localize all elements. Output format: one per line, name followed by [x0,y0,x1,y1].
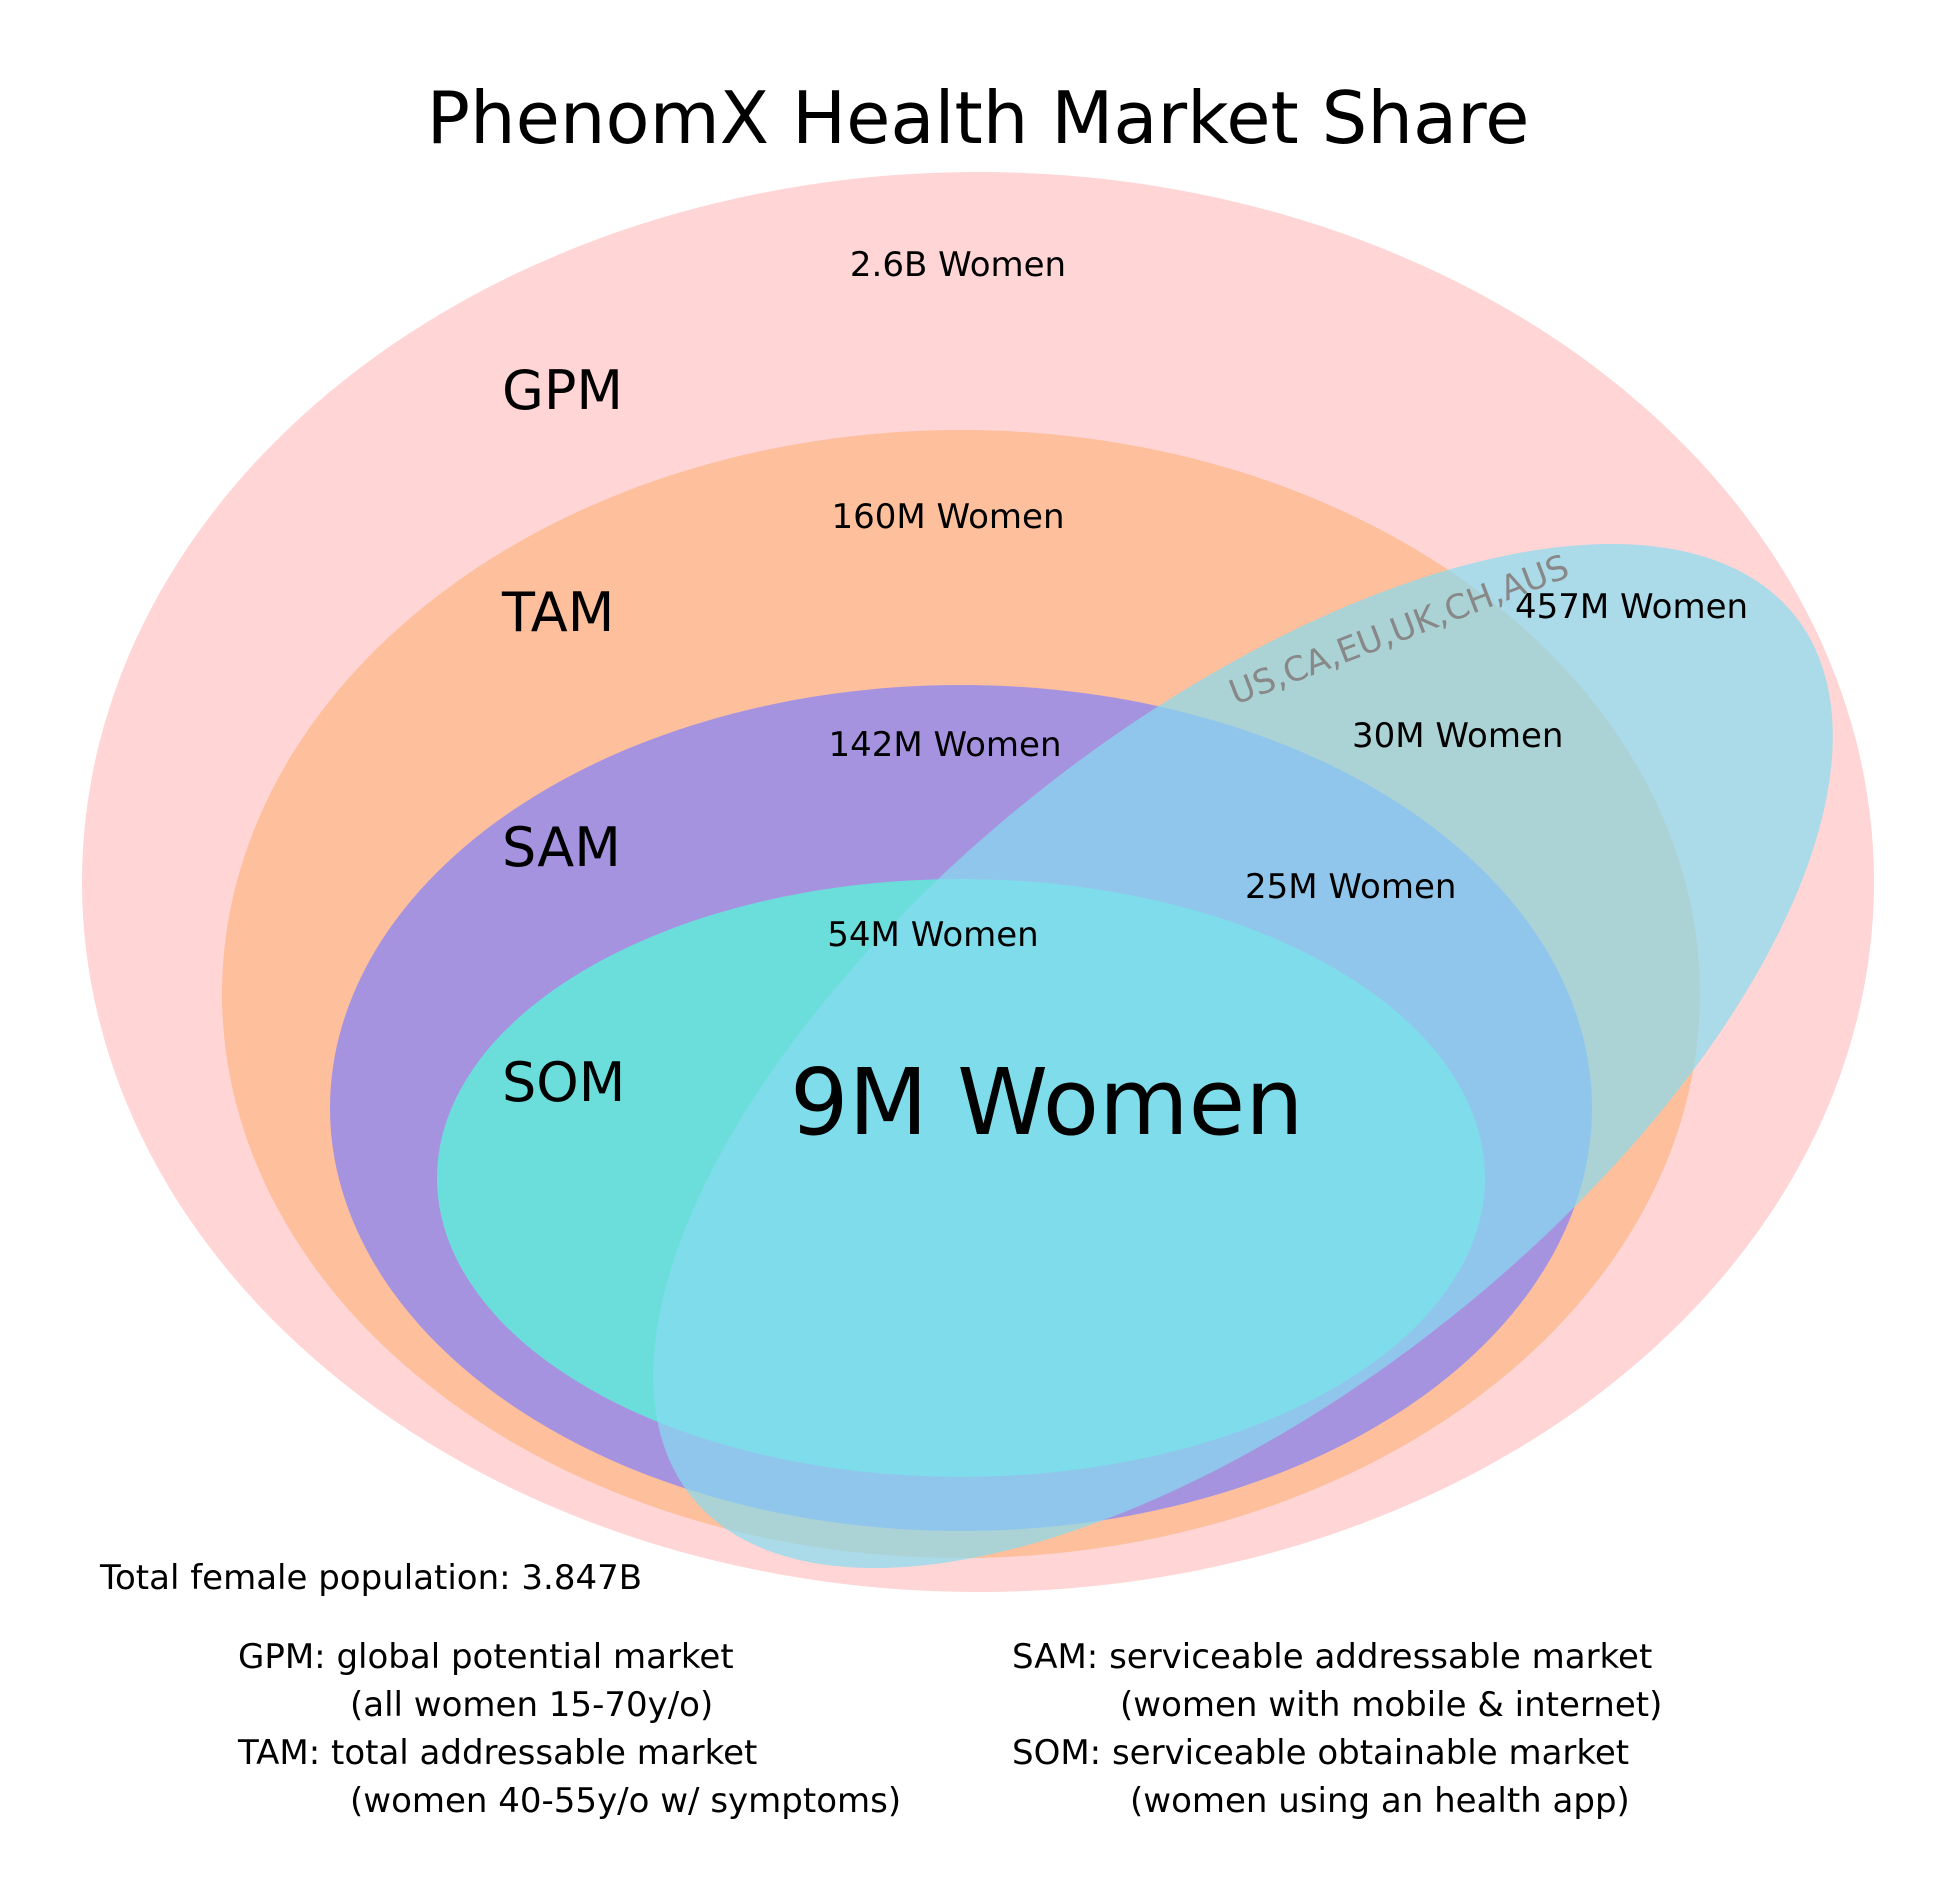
gpm-definition-detail: (all women 15-70y/o) [350,1685,713,1725]
som-definition: SOM: serviceable obtainable market [1012,1733,1629,1773]
som-label: SOM [502,1051,625,1114]
sam-count: 142M Women [828,725,1061,765]
sam-definition: SAM: serviceable addressable market [1012,1637,1652,1677]
sam-definition-detail: (women with mobile & internet) [1120,1685,1662,1725]
som-overlap-count: 9M Women [790,1049,1304,1156]
region-count: 457M Women [1515,587,1748,627]
tam-definition-detail: (women 40-55y/o w/ symptoms) [350,1781,901,1821]
tam-label: TAM [501,581,614,644]
diagram-title: PhenomX Health Market Share [427,76,1530,160]
gpm-count: 2.6B Women [850,245,1066,285]
region-ellipse [653,544,1833,1568]
som-count: 54M Women [827,915,1038,955]
tam-definition: TAM: total addressable market [237,1733,757,1773]
som-definition-detail: (women using an health app) [1130,1781,1630,1821]
gpm-label: GPM [502,359,623,422]
sam-label: SAM [502,816,621,879]
gpm-definition: GPM: global potential market [238,1637,734,1677]
tam-overlap-count: 30M Women [1352,716,1563,756]
total-population: Total female population: 3.847B [99,1558,642,1598]
sam-overlap-count: 25M Women [1245,867,1456,907]
tam-count: 160M Women [831,497,1064,537]
